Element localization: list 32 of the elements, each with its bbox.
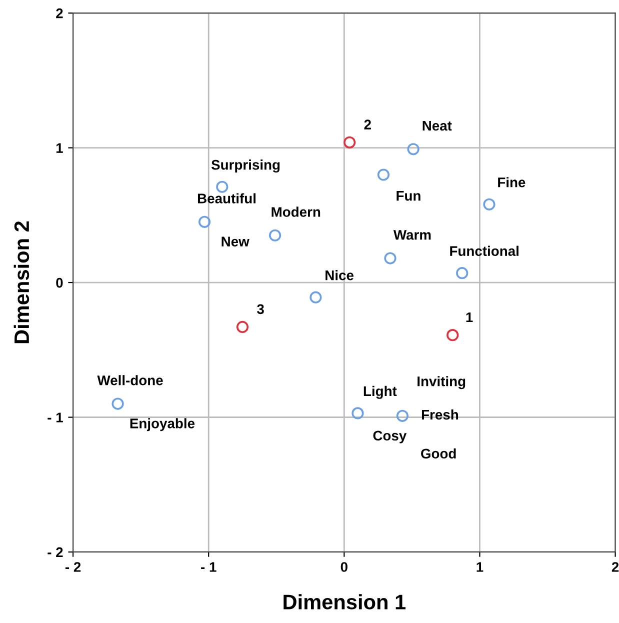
y-tick-label: 0	[56, 278, 63, 288]
annotation: 3	[257, 304, 264, 314]
annotation: Good	[421, 448, 456, 459]
x-tick-label: - 1	[201, 562, 216, 572]
annotation: Modern	[272, 206, 320, 217]
annotation: New	[222, 236, 250, 246]
x-axis-title: Dimension 1	[284, 594, 406, 610]
annotation: 2	[364, 120, 371, 130]
y-tick-label: 1	[56, 143, 63, 153]
annotation: Well-done	[97, 375, 163, 386]
x-tick-label: 2	[612, 562, 619, 572]
annotation: Beautiful	[198, 193, 256, 204]
x-tick-label: 1	[476, 562, 484, 572]
y-tick-label: - 2	[48, 547, 63, 558]
annotation: Light	[364, 386, 397, 399]
annotation: Functional	[450, 246, 518, 256]
annotation: Nice	[326, 270, 354, 280]
annotation: Warm	[393, 230, 431, 240]
y-axis-title: Dimension 2	[14, 221, 30, 344]
y-tick-label: - 1	[48, 412, 63, 422]
annotation: 1	[466, 312, 473, 322]
y-tick-label: 2	[56, 8, 63, 18]
x-tick-label: - 2	[65, 562, 81, 572]
annotation: Fresh	[422, 409, 458, 420]
annotation: Enjoyable	[130, 418, 195, 432]
annotation: Neat	[422, 120, 452, 131]
x-tick-label: 0	[340, 562, 348, 572]
annotation: Surprising	[211, 160, 280, 173]
annotation: Cosy	[373, 430, 407, 444]
annotation: Fun	[396, 191, 420, 201]
annotation: Inviting	[418, 376, 466, 390]
annotation: Fine	[498, 177, 526, 188]
